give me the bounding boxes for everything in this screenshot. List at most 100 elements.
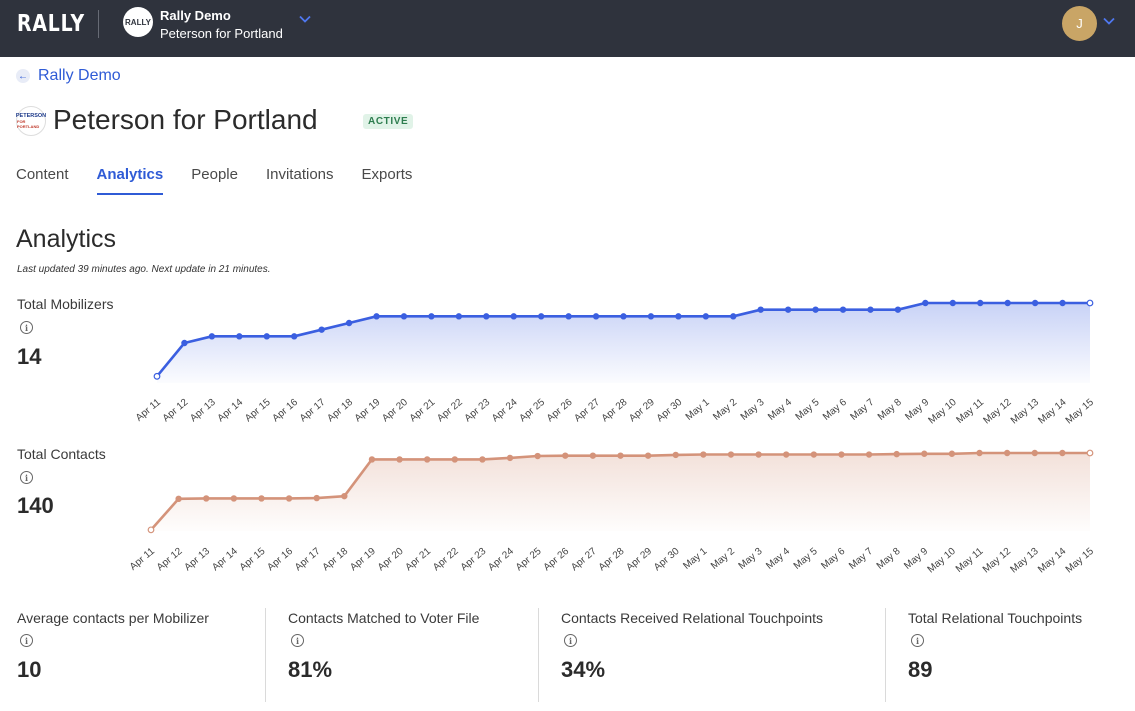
chart-point[interactable] xyxy=(730,313,737,320)
chart-point[interactable] xyxy=(562,452,569,459)
x-tick-label: Apr 28 xyxy=(597,546,627,574)
chart-point[interactable] xyxy=(702,313,710,320)
chart-point[interactable] xyxy=(894,306,902,313)
chart-point[interactable] xyxy=(865,451,873,458)
chart-point[interactable] xyxy=(1031,299,1039,307)
chart-point[interactable] xyxy=(867,306,874,313)
info-icon[interactable]: i xyxy=(20,471,33,484)
chart-point[interactable] xyxy=(620,313,627,320)
chart-point[interactable] xyxy=(949,299,956,307)
chart-point[interactable] xyxy=(236,333,243,340)
chart-point[interactable] xyxy=(948,450,956,457)
x-tick-label: Apr 12 xyxy=(155,546,185,574)
info-icon[interactable]: i xyxy=(564,634,577,647)
x-tick-label: Apr 16 xyxy=(265,546,295,574)
x-tick-label: May 2 xyxy=(709,546,737,572)
chart-point[interactable] xyxy=(263,333,270,340)
tab-analytics[interactable]: Analytics xyxy=(96,166,164,195)
chart-point[interactable] xyxy=(783,451,790,458)
chart-point[interactable] xyxy=(230,495,238,502)
chart-point[interactable] xyxy=(839,306,847,313)
chart-point[interactable] xyxy=(483,313,490,320)
chart-point[interactable] xyxy=(1059,299,1066,307)
stat-divider xyxy=(265,608,266,702)
tab-people[interactable]: People xyxy=(191,166,238,183)
chevron-down-icon[interactable] xyxy=(1103,17,1115,25)
chart-point[interactable] xyxy=(675,313,682,320)
chart-point[interactable] xyxy=(644,452,652,459)
x-tick-label: Apr 17 xyxy=(293,546,323,574)
org-switcher[interactable]: RALLY Rally Demo Peterson for Portland xyxy=(123,6,318,46)
chart-point[interactable] xyxy=(455,313,463,320)
chart-point[interactable] xyxy=(812,306,819,313)
breadcrumb-link[interactable]: Rally Demo xyxy=(38,67,121,84)
chart-point[interactable] xyxy=(1086,449,1094,457)
chart-point[interactable] xyxy=(921,450,928,457)
chart-point[interactable] xyxy=(479,456,486,463)
chart-point[interactable] xyxy=(537,313,545,320)
info-icon[interactable]: i xyxy=(911,634,924,647)
chart-point[interactable] xyxy=(258,495,265,502)
chart-point[interactable] xyxy=(647,313,655,320)
chart-point[interactable] xyxy=(534,452,541,460)
chart-point[interactable] xyxy=(147,526,155,534)
tab-invitations[interactable]: Invitations xyxy=(265,166,334,183)
chart-point[interactable] xyxy=(181,339,188,347)
chart-point[interactable] xyxy=(396,456,403,463)
chart-point[interactable] xyxy=(285,495,293,502)
rally-logo[interactable]: RALLY xyxy=(17,11,85,37)
chart-point[interactable] xyxy=(373,313,380,320)
chart-point[interactable] xyxy=(506,454,514,462)
x-tick-label: May 3 xyxy=(737,546,765,572)
info-icon[interactable]: i xyxy=(20,634,33,647)
chart-point[interactable] xyxy=(810,451,818,458)
chart-point[interactable] xyxy=(838,451,845,458)
chart-point[interactable] xyxy=(451,456,458,463)
chart-point[interactable] xyxy=(617,452,624,459)
chart-point[interactable] xyxy=(510,313,517,320)
chart-point[interactable] xyxy=(341,492,348,500)
chart-point[interactable] xyxy=(428,313,435,320)
chart-point[interactable] xyxy=(1004,299,1011,307)
chart-point[interactable] xyxy=(423,456,431,463)
chart-point[interactable] xyxy=(922,299,929,307)
chart-point[interactable] xyxy=(977,299,984,307)
chart-point[interactable] xyxy=(1086,299,1094,307)
chart-point[interactable] xyxy=(700,451,707,458)
user-avatar[interactable]: J xyxy=(1062,6,1097,41)
chart-point[interactable] xyxy=(153,372,161,380)
tab-exports[interactable]: Exports xyxy=(361,166,413,183)
update-note: Last updated 39 minutes ago. Next update… xyxy=(17,264,271,275)
breadcrumb[interactable]: ← Rally Demo xyxy=(16,67,121,85)
chart-point[interactable] xyxy=(1059,449,1066,457)
info-icon[interactable]: i xyxy=(20,321,33,334)
x-tick-label: May 8 xyxy=(875,546,903,572)
chart-point[interactable] xyxy=(1031,449,1038,457)
chart-point[interactable] xyxy=(368,456,376,463)
chart-point[interactable] xyxy=(175,495,182,503)
chart-point[interactable] xyxy=(318,326,325,333)
chart-point[interactable] xyxy=(208,333,216,340)
chart-point[interactable] xyxy=(345,319,353,327)
chart-point[interactable] xyxy=(727,451,735,458)
chart-point[interactable] xyxy=(755,451,762,458)
top-bar: RALLY RALLY Rally Demo Peterson for Port… xyxy=(0,0,1135,57)
chart-point[interactable] xyxy=(313,494,320,502)
chart-point[interactable] xyxy=(592,313,600,320)
back-arrow-icon: ← xyxy=(16,69,30,83)
chart-point[interactable] xyxy=(1003,449,1011,457)
chart-point[interactable] xyxy=(784,306,792,313)
info-icon[interactable]: i xyxy=(291,634,304,647)
chart-point[interactable] xyxy=(893,450,900,458)
org-avatar: RALLY xyxy=(123,7,153,37)
chart-point[interactable] xyxy=(672,451,679,459)
chart-point[interactable] xyxy=(589,452,597,459)
chart-point[interactable] xyxy=(565,313,572,320)
chart-point[interactable] xyxy=(203,495,210,502)
chart-point[interactable] xyxy=(400,313,408,320)
stat-label-avg-contacts: Average contacts per Mobilizer xyxy=(17,610,209,626)
chart-point[interactable] xyxy=(757,306,764,313)
chart-point[interactable] xyxy=(291,333,298,340)
tab-content[interactable]: Content xyxy=(16,166,69,183)
chart-point[interactable] xyxy=(976,449,983,457)
